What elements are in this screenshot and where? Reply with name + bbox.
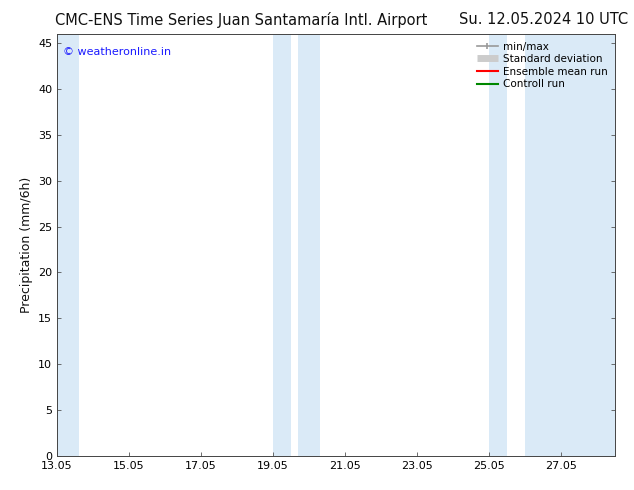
Bar xyxy=(298,34,320,456)
Text: Su. 12.05.2024 10 UTC: Su. 12.05.2024 10 UTC xyxy=(458,12,628,27)
Legend: min/max, Standard deviation, Ensemble mean run, Controll run: min/max, Standard deviation, Ensemble me… xyxy=(475,40,610,92)
Y-axis label: Precipitation (mm/6h): Precipitation (mm/6h) xyxy=(20,177,32,313)
Bar xyxy=(57,34,79,456)
Bar xyxy=(489,34,507,456)
Text: CMC-ENS Time Series Juan Santamaría Intl. Airport: CMC-ENS Time Series Juan Santamaría Intl… xyxy=(55,12,427,28)
Text: © weatheronline.in: © weatheronline.in xyxy=(63,47,171,57)
Bar xyxy=(525,34,615,456)
Bar xyxy=(273,34,291,456)
